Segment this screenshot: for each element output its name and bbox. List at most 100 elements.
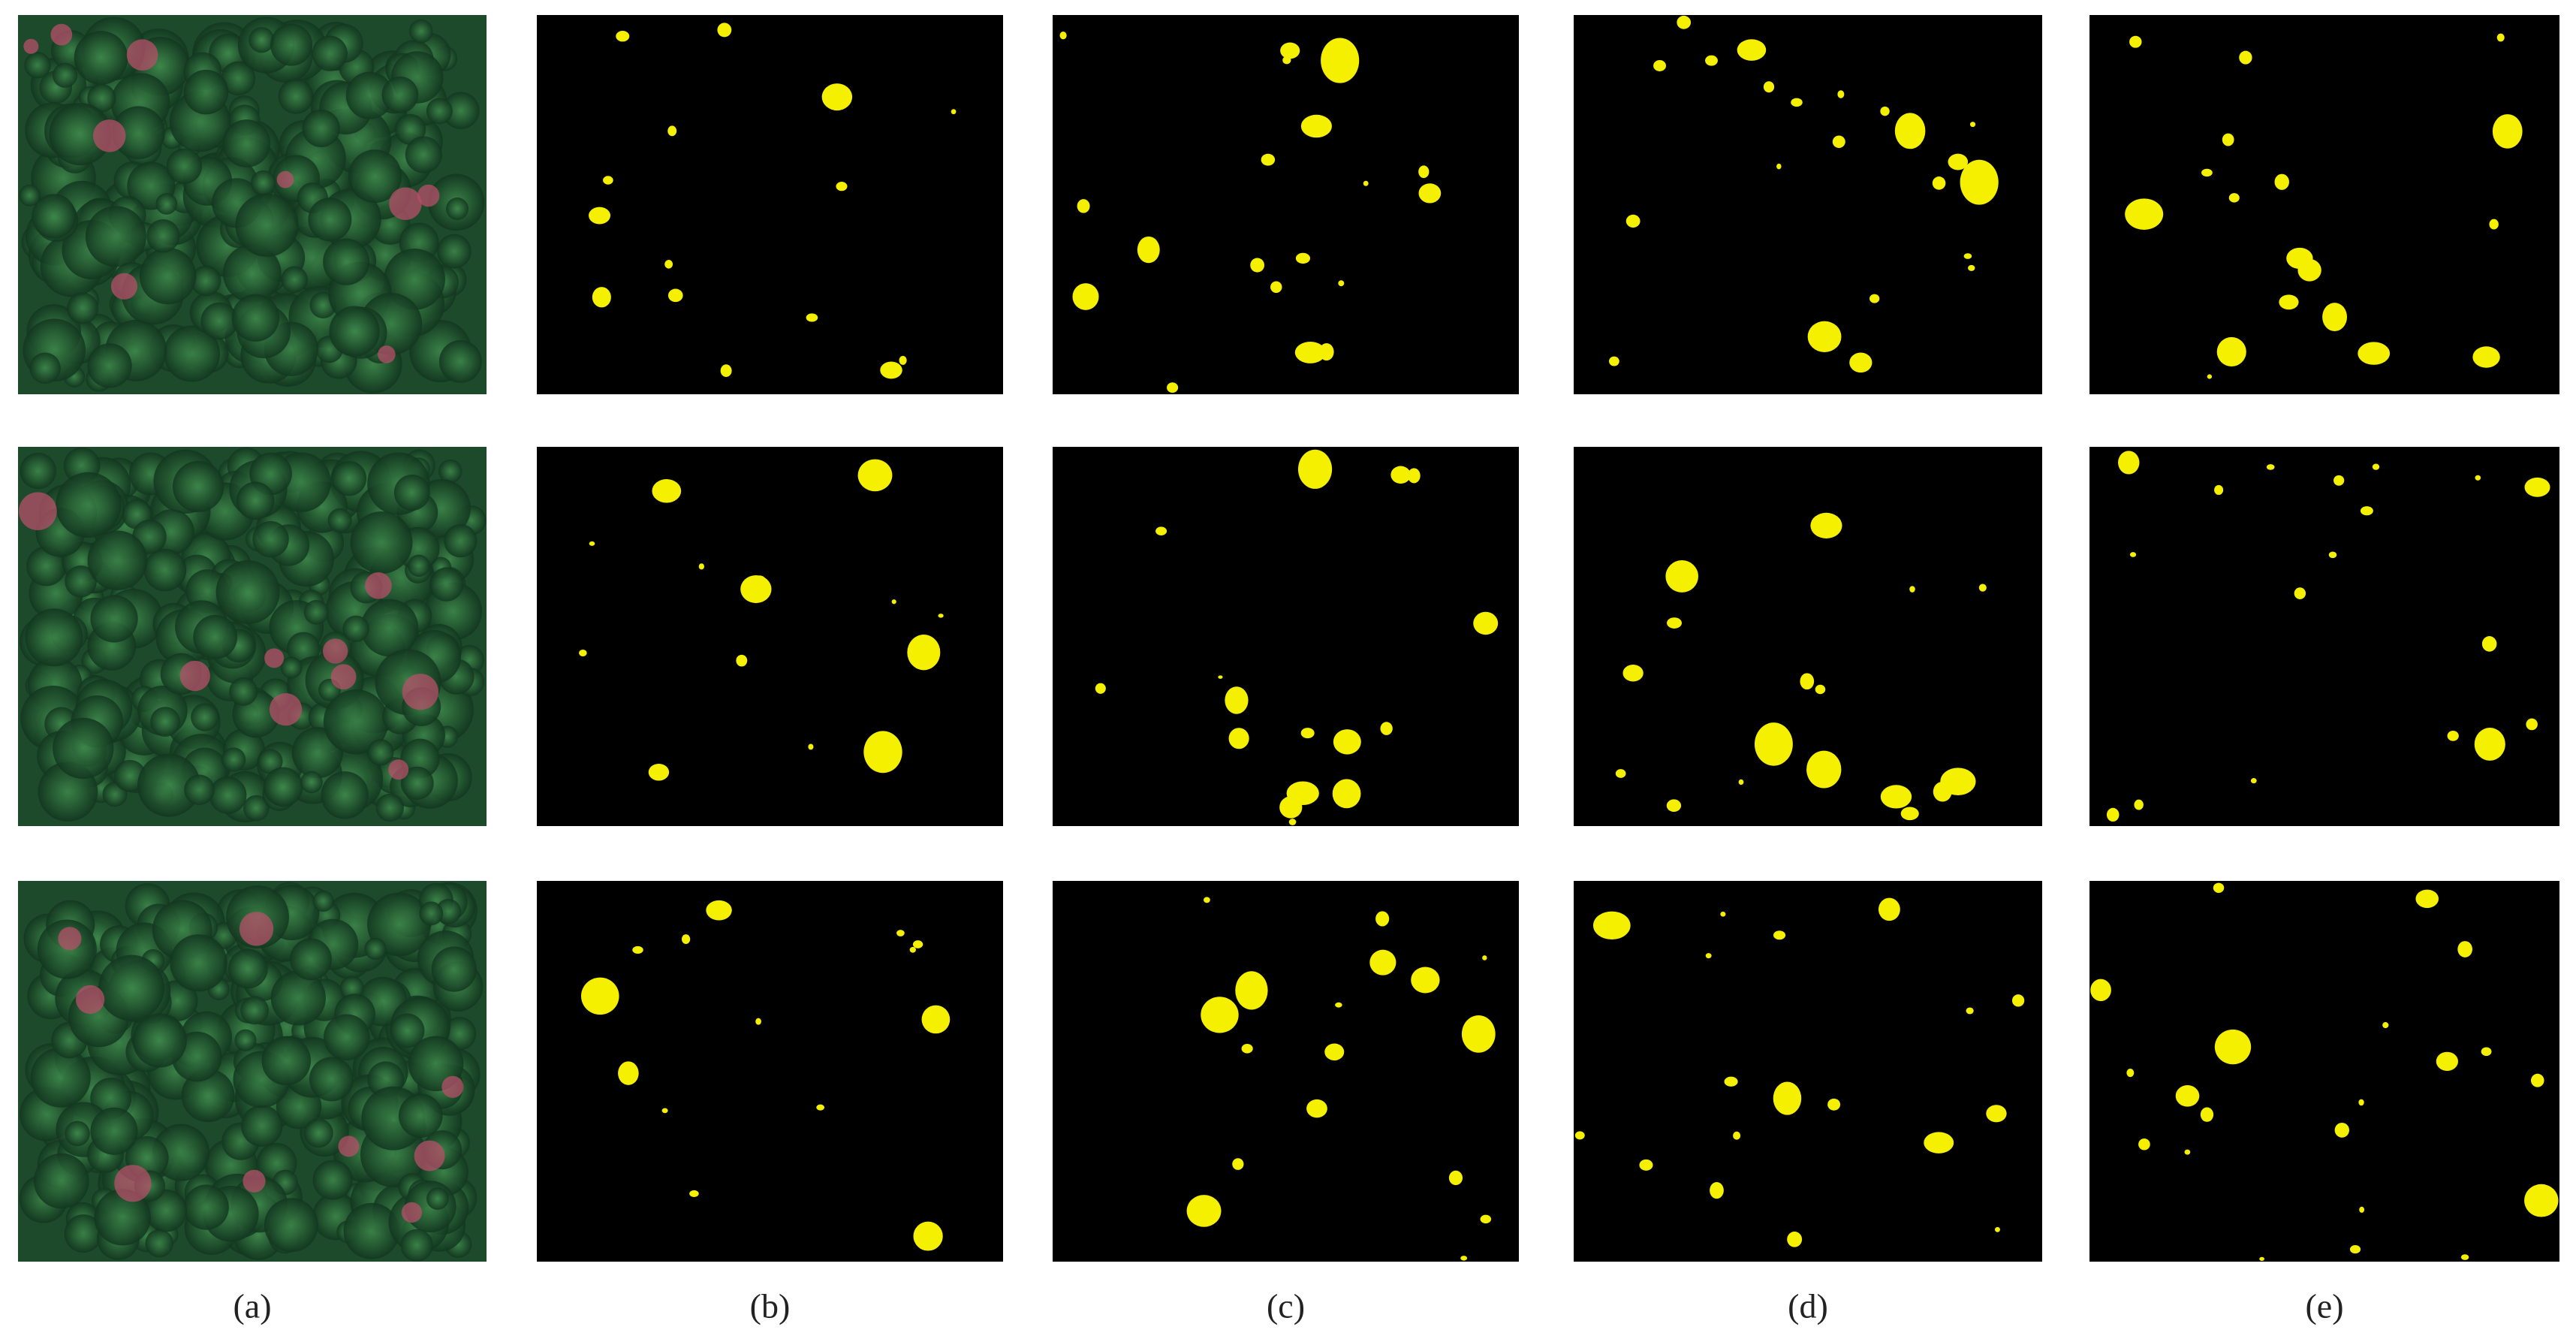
detected-region: [2322, 303, 2348, 332]
detected-region: [1261, 153, 1276, 166]
detected-region: [1827, 1098, 1841, 1111]
tree-crown: [444, 524, 478, 558]
detected-region: [752, 575, 767, 593]
detected-region: [1482, 955, 1487, 961]
tree-crown: [29, 352, 61, 384]
detected-region: [1369, 949, 1396, 976]
panel-label: (a): [233, 1287, 271, 1325]
detected-region: [698, 563, 704, 570]
tree-crown: [309, 1057, 354, 1102]
tree-crown: [446, 198, 469, 220]
diseased-crown: [402, 674, 439, 710]
detected-region: [1763, 81, 1775, 93]
detected-region: [857, 459, 893, 492]
tree-crown: [398, 1093, 443, 1138]
diseased-crown: [365, 572, 392, 599]
tree-crown: [281, 266, 308, 293]
tree-crown: [381, 76, 419, 113]
detected-region: [2297, 258, 2321, 282]
detected-region: [1072, 283, 1099, 310]
tree-crown: [303, 1118, 333, 1148]
detected-region: [2492, 114, 2523, 149]
detected-region: [1232, 1158, 1244, 1170]
detected-region: [1909, 586, 1915, 593]
detected-region: [1095, 683, 1106, 694]
detected-region: [2447, 730, 2459, 741]
tree-crown: [331, 460, 367, 496]
detected-region: [816, 1104, 825, 1111]
detected-region: [1204, 897, 1210, 903]
diseased-crown: [276, 170, 294, 188]
detected-region: [580, 977, 619, 1015]
detected-region: [1625, 214, 1641, 228]
panel-grid: [18, 15, 2559, 1262]
detected-region: [2358, 342, 2391, 365]
detected-region: [2294, 587, 2306, 599]
detected-region: [1338, 280, 1345, 287]
tree-crown: [429, 567, 464, 602]
detected-region: [1321, 38, 1360, 83]
detected-region: [2239, 50, 2252, 65]
tree-crown: [339, 976, 364, 1000]
tree-crown: [191, 703, 219, 731]
tree-crown: [393, 474, 430, 511]
detected-region: [1297, 449, 1333, 489]
detected-region: [2358, 1099, 2364, 1106]
detected-region: [2207, 374, 2213, 379]
tree-crown: [222, 244, 282, 303]
detected-region: [2274, 173, 2289, 190]
tree-crown: [164, 325, 221, 382]
detected-region: [1933, 781, 1952, 802]
detected-region: [896, 930, 905, 936]
detected-region: [2526, 718, 2538, 731]
tree-crown: [64, 1214, 103, 1253]
detected-region: [1653, 60, 1667, 71]
tree-crown: [90, 1107, 138, 1155]
detected-region: [1869, 294, 1880, 303]
detected-region: [1880, 785, 1912, 809]
detected-region: [2524, 1184, 2559, 1217]
segmentation-map: [537, 447, 1003, 826]
detected-region: [1639, 1159, 1653, 1171]
detected-region: [1773, 1081, 1802, 1115]
tree-crown: [53, 62, 78, 88]
mask-background: [2089, 15, 2559, 394]
mask-background: [1053, 447, 1519, 826]
detected-region: [1574, 1131, 1585, 1140]
aerial-image: [18, 881, 487, 1262]
tree-crown: [65, 1120, 90, 1147]
detected-region: [755, 1018, 761, 1025]
tree-crown: [243, 795, 270, 822]
tree-crown: [143, 548, 187, 592]
tree-crown: [312, 890, 334, 912]
diseased-crown: [414, 1140, 445, 1172]
tree-crown: [184, 774, 215, 805]
detected-region: [1924, 1132, 1954, 1154]
detected-region: [1810, 512, 1842, 538]
segmentation-map: [1053, 15, 1519, 394]
detected-region: [2214, 484, 2224, 496]
detected-region: [2175, 1085, 2200, 1107]
tree-crown: [87, 343, 132, 388]
tree-crown: [327, 508, 352, 532]
tree-crown: [74, 31, 128, 85]
detected-region: [891, 599, 896, 605]
segmentation-map: [1574, 15, 2042, 394]
detected-region: [2200, 1107, 2214, 1122]
tree-crown: [400, 766, 434, 800]
mask-background: [537, 15, 1003, 394]
detected-region: [1460, 1256, 1468, 1261]
tree-crown: [394, 113, 426, 145]
diseased-crown: [179, 660, 210, 692]
detected-region: [2524, 477, 2550, 497]
detected-region: [1733, 1131, 1741, 1140]
detected-region: [632, 945, 643, 954]
tree-crown: [264, 1198, 318, 1253]
tree-crown: [87, 83, 116, 113]
detected-region: [1137, 236, 1160, 264]
detected-region: [1609, 356, 1619, 366]
aerial-image: [18, 447, 487, 826]
tree-crown: [87, 530, 148, 591]
tree-crown: [437, 234, 472, 269]
detected-region: [821, 83, 853, 111]
